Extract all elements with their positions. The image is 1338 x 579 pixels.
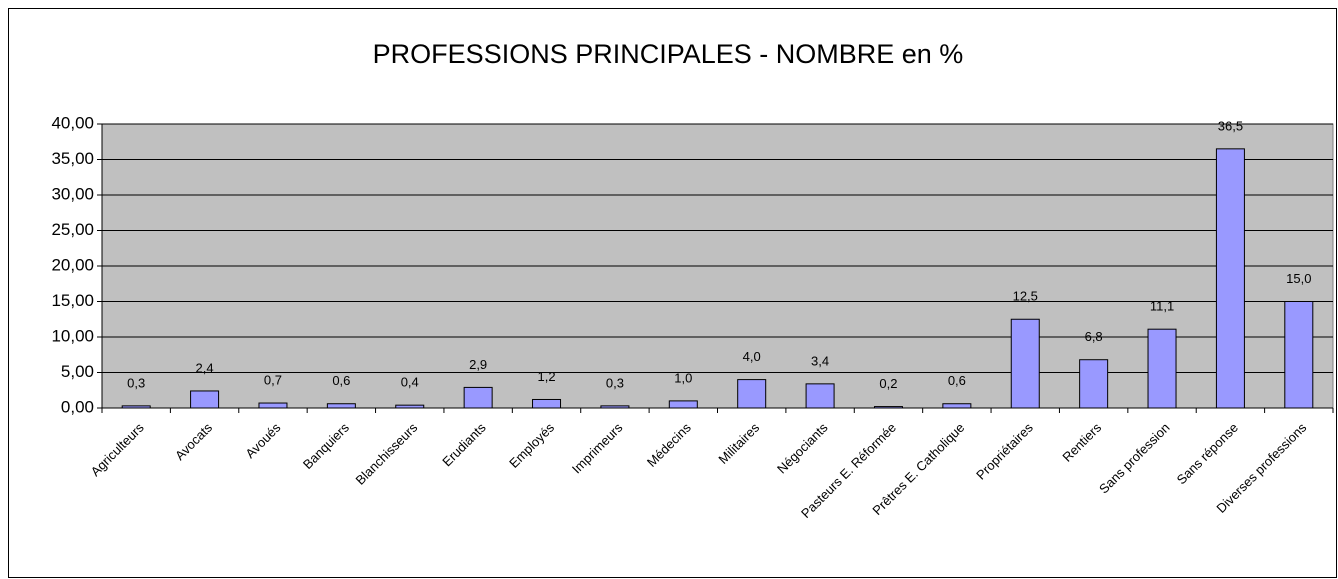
bar xyxy=(326,403,356,409)
data-label: 0,7 xyxy=(264,372,282,387)
data-label: 36,5 xyxy=(1218,118,1243,133)
bar xyxy=(463,386,493,409)
bar xyxy=(942,403,972,409)
bar xyxy=(1147,328,1177,409)
bar xyxy=(532,398,562,409)
data-label: 6,8 xyxy=(1085,329,1103,344)
y-tick-label: 25,00 xyxy=(51,220,94,239)
bar xyxy=(1215,148,1245,409)
data-label: 15,0 xyxy=(1286,271,1311,286)
bar xyxy=(805,383,835,409)
data-label: 0,3 xyxy=(606,375,624,390)
data-label: 3,4 xyxy=(811,353,829,368)
y-tick-label: 40,00 xyxy=(51,113,94,132)
y-tick-label: 30,00 xyxy=(51,184,94,203)
y-tick-label: 5,00 xyxy=(61,362,94,381)
y-tick-label: 20,00 xyxy=(51,255,94,274)
data-label: 4,0 xyxy=(743,349,761,364)
data-label: 0,3 xyxy=(127,375,145,390)
y-tick-label: 10,00 xyxy=(51,326,94,345)
data-label: 1,0 xyxy=(674,370,692,385)
data-label: 2,9 xyxy=(469,357,487,372)
bar xyxy=(190,390,220,409)
y-tick-label: 0,00 xyxy=(61,397,94,416)
y-tick-label: 35,00 xyxy=(51,149,94,168)
chart-title: PROFESSIONS PRINCIPALES - NOMBRE en % xyxy=(373,39,964,69)
bar xyxy=(1010,318,1040,409)
data-label: 0,4 xyxy=(401,375,419,390)
bar xyxy=(1284,301,1314,409)
bar xyxy=(258,402,288,409)
data-label: 12,5 xyxy=(1013,289,1038,304)
data-label: 11,1 xyxy=(1150,299,1174,314)
data-label: 0,6 xyxy=(948,373,966,388)
data-label: 0,2 xyxy=(879,376,897,391)
bar xyxy=(1079,359,1109,409)
bar xyxy=(668,400,698,409)
data-label: 1,2 xyxy=(537,369,555,384)
data-label: 0,6 xyxy=(332,373,350,388)
y-tick-label: 15,00 xyxy=(51,291,94,310)
bar xyxy=(737,379,767,409)
data-label: 2,4 xyxy=(196,360,214,375)
